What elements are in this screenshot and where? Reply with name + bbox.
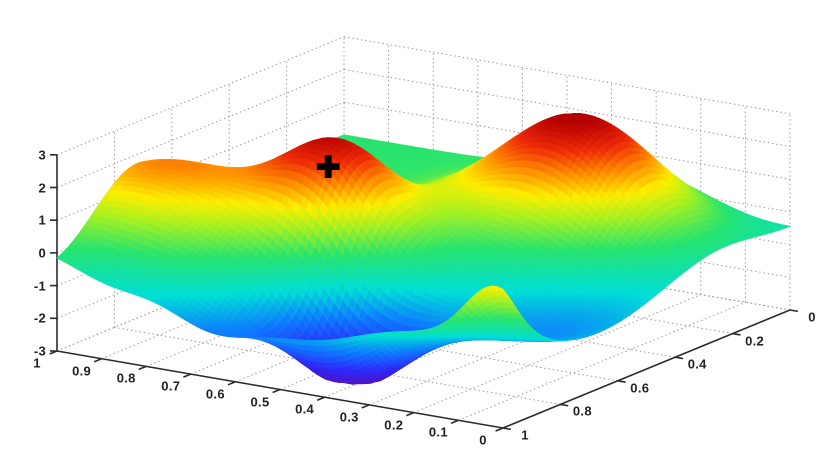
x-axis-tick-label: 0.8: [116, 370, 136, 386]
y-axis-tick-label: 1: [521, 427, 529, 443]
y-axis-tick-label: 0.8: [572, 403, 592, 419]
x-axis-tick-label: 1: [33, 355, 41, 371]
z-axis-tick-label: 2: [38, 180, 46, 195]
x-axis-tick-label: 0.2: [384, 417, 404, 433]
x-axis-tick-label: 0.4: [295, 401, 315, 417]
z-axis-tick-label: 3: [38, 147, 46, 163]
z-axis-tick-label: -1: [33, 278, 46, 294]
y-axis-tick-label: 0.2: [745, 333, 765, 349]
y-axis-tick-label: 0.6: [630, 380, 650, 396]
z-axis-tick-label: 0: [38, 245, 46, 261]
x-axis-tick-label: 0.5: [250, 394, 270, 409]
z-axis-tick-label: -3: [33, 343, 46, 359]
y-axis-tick-label: 0: [808, 309, 816, 325]
surface-point-marker: ✚: [315, 151, 341, 185]
x-axis-tick-label: 0.7: [161, 378, 181, 394]
x-axis-tick-label: 0.9: [72, 363, 92, 379]
x-axis-tick-label: 0.3: [339, 409, 359, 425]
y-axis-tick-label: 0.4: [687, 356, 707, 372]
x-axis-tick-label: 0.1: [428, 424, 448, 440]
x-axis-tick-label: 0.6: [205, 386, 225, 402]
z-axis-tick-label: 1: [38, 212, 46, 228]
x-axis-tick-label: 0: [479, 432, 487, 448]
z-axis-tick-label: -2: [33, 310, 46, 326]
